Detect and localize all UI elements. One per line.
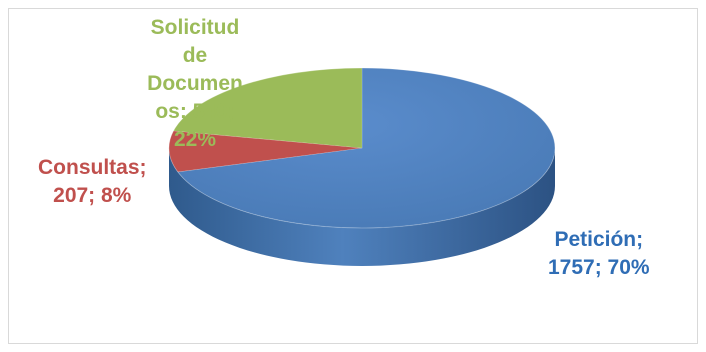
pie-rim [168,67,556,229]
pie-slice-solicitud-de-documentos [172,67,363,149]
data-label-consultas: Consultas; 207; 8% [38,156,147,207]
pie-slice-consultas [168,130,363,173]
data-label-solicitud: Solicitud de Documen os; 540; 22% [147,16,243,151]
pie-slice-petici-n [177,67,556,229]
pie-side-wall [169,148,555,266]
data-label-peticion: Petición; 1757; 70% [548,228,650,279]
